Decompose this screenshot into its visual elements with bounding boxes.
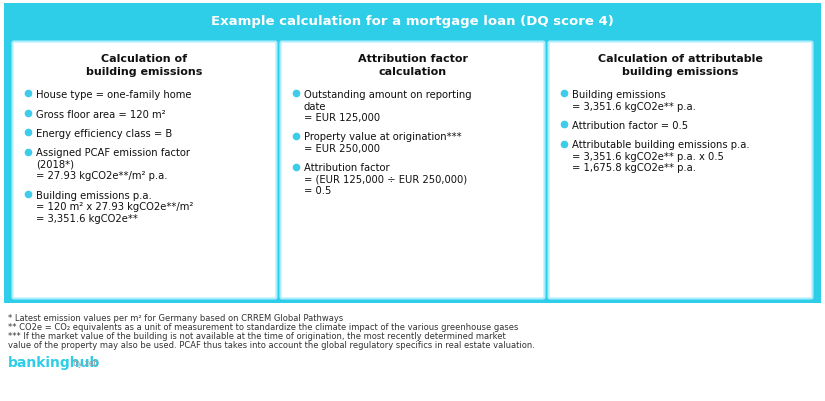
Text: = 1,675.8 kgCO2e** p.a.: = 1,675.8 kgCO2e** p.a. [572, 163, 696, 173]
Text: Calculation of
building emissions: Calculation of building emissions [87, 54, 203, 77]
Text: House type = one-family home: House type = one-family home [36, 90, 191, 100]
Text: date: date [304, 101, 327, 111]
Text: Energy efficiency class = B: Energy efficiency class = B [36, 129, 172, 139]
Text: bankinghub: bankinghub [8, 355, 101, 369]
Text: = 27.93 kgCO2e**/m² p.a.: = 27.93 kgCO2e**/m² p.a. [36, 171, 167, 181]
Text: (2018*): (2018*) [36, 160, 74, 170]
Text: = EUR 125,000: = EUR 125,000 [304, 113, 380, 123]
Text: = EUR 250,000: = EUR 250,000 [304, 144, 380, 154]
Bar [4, 4, 821, 303]
Text: Attribution factor: Attribution factor [304, 163, 389, 173]
Text: Attributable building emissions p.a.: Attributable building emissions p.a. [572, 140, 750, 150]
Text: Attribution factor
calculation: Attribution factor calculation [357, 54, 468, 77]
Text: by zeb: by zeb [73, 358, 98, 367]
Text: = 3,351.6 kgCO2e** p.a.: = 3,351.6 kgCO2e** p.a. [572, 101, 695, 111]
Text: Assigned PCAF emission factor: Assigned PCAF emission factor [36, 148, 190, 158]
Text: = (EUR 125,000 ÷ EUR 250,000): = (EUR 125,000 ÷ EUR 250,000) [304, 174, 467, 184]
Text: *** If the market value of the building is not available at the time of originat: *** If the market value of the building … [8, 331, 506, 340]
Text: Property value at origination***: Property value at origination*** [304, 132, 462, 142]
Text: Calculation of attributable
building emissions: Calculation of attributable building emi… [598, 54, 763, 77]
Text: = 3,351.6 kgCO2e** p.a. x 0.5: = 3,351.6 kgCO2e** p.a. x 0.5 [572, 152, 724, 162]
Text: = 120 m² x 27.93 kgCO2e**/m²: = 120 m² x 27.93 kgCO2e**/m² [36, 202, 193, 212]
FancyBboxPatch shape [12, 43, 276, 299]
Text: ** CO2e = CO₂ equivalents as a unit of measurement to standardize the climate im: ** CO2e = CO₂ equivalents as a unit of m… [8, 322, 518, 331]
Text: value of the property may also be used. PCAF thus takes into account the global : value of the property may also be used. … [8, 340, 535, 349]
FancyBboxPatch shape [549, 43, 813, 299]
Text: = 3,351.6 kgCO2e**: = 3,351.6 kgCO2e** [36, 213, 138, 223]
Text: Building emissions: Building emissions [572, 90, 666, 100]
Text: Outstanding amount on reporting: Outstanding amount on reporting [304, 90, 472, 100]
Text: Building emissions p.a.: Building emissions p.a. [36, 190, 152, 200]
FancyBboxPatch shape [280, 43, 544, 299]
Text: Gross floor area = 120 m²: Gross floor area = 120 m² [36, 109, 166, 119]
Text: = 0.5: = 0.5 [304, 186, 332, 196]
Text: Attribution factor = 0.5: Attribution factor = 0.5 [572, 121, 688, 131]
Text: * Latest emission values per m² for Germany based on CRREM Global Pathways: * Latest emission values per m² for Germ… [8, 313, 343, 322]
Text: Example calculation for a mortgage loan (DQ score 4): Example calculation for a mortgage loan … [211, 14, 614, 27]
